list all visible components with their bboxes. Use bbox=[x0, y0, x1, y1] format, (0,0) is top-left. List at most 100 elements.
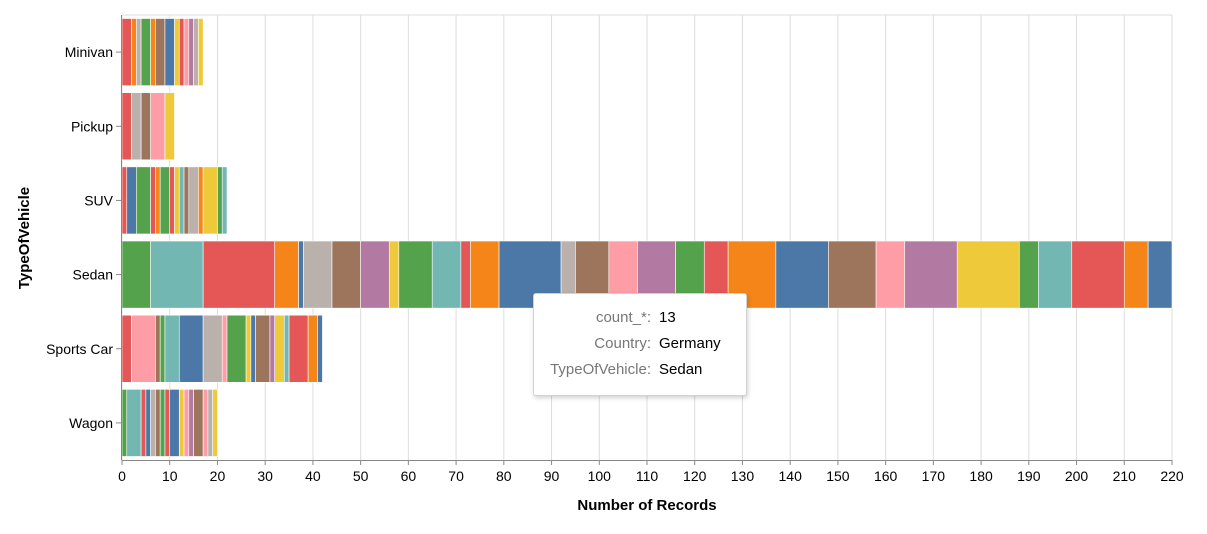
bar-segment[interactable] bbox=[460, 240, 471, 309]
bar-segment[interactable] bbox=[193, 389, 204, 457]
bar-segment[interactable] bbox=[202, 240, 276, 309]
bar-segment[interactable] bbox=[198, 18, 204, 86]
bar-segment[interactable] bbox=[317, 314, 323, 383]
bar-segment[interactable] bbox=[331, 240, 361, 309]
bar-segment[interactable] bbox=[145, 389, 151, 457]
bar-segment[interactable] bbox=[155, 166, 161, 235]
bar-segment[interactable] bbox=[221, 166, 228, 235]
bar-segment[interactable] bbox=[150, 389, 156, 457]
bar-segment[interactable] bbox=[121, 389, 128, 457]
bar-segment[interactable] bbox=[226, 314, 247, 383]
x-tick-label: 120 bbox=[683, 468, 707, 484]
bar-segment[interactable] bbox=[159, 389, 166, 457]
x-tick-label: 100 bbox=[588, 468, 612, 484]
bar-segment[interactable] bbox=[217, 166, 223, 235]
bar-segment[interactable] bbox=[283, 314, 290, 383]
bar-segment[interactable] bbox=[183, 166, 190, 235]
bar-segment[interactable] bbox=[126, 389, 142, 457]
bar-segment[interactable] bbox=[121, 314, 132, 383]
bar-segment[interactable] bbox=[121, 240, 151, 309]
bar-segment[interactable] bbox=[174, 18, 180, 86]
bar-segment[interactable] bbox=[188, 389, 194, 457]
bar-segment[interactable] bbox=[470, 240, 500, 309]
bar-segment[interactable] bbox=[202, 389, 209, 457]
bar-segment[interactable] bbox=[183, 389, 190, 457]
bar-segment[interactable] bbox=[178, 166, 185, 235]
bar-segment[interactable] bbox=[178, 389, 185, 457]
bar-segment[interactable] bbox=[121, 92, 132, 161]
bar-segment[interactable] bbox=[303, 240, 333, 309]
bar-segment[interactable] bbox=[174, 166, 180, 235]
bar-segment[interactable] bbox=[360, 240, 390, 309]
bar-segment[interactable] bbox=[875, 240, 906, 309]
bar-segment[interactable] bbox=[150, 240, 204, 309]
bar-segment[interactable] bbox=[126, 166, 137, 235]
bar-segment[interactable] bbox=[164, 92, 175, 161]
bar-segment[interactable] bbox=[169, 166, 175, 235]
y-tick-label: Sports Car bbox=[46, 341, 113, 357]
bar-segment[interactable] bbox=[904, 240, 958, 309]
bar-segment[interactable] bbox=[1147, 240, 1173, 309]
bar-segment[interactable] bbox=[188, 18, 194, 86]
bar-segment[interactable] bbox=[202, 166, 218, 235]
bar-segment[interactable] bbox=[155, 314, 161, 383]
bar-segment[interactable] bbox=[178, 314, 204, 383]
y-tick-label: Pickup bbox=[71, 118, 113, 134]
bar-segment[interactable] bbox=[212, 389, 218, 457]
bar-segment[interactable] bbox=[775, 240, 829, 309]
bar-segment[interactable] bbox=[164, 18, 175, 86]
bar-segment[interactable] bbox=[221, 314, 228, 383]
bar-segment[interactable] bbox=[1038, 240, 1073, 309]
bar-segment[interactable] bbox=[183, 18, 190, 86]
bar-segment[interactable] bbox=[1071, 240, 1125, 309]
bar-segment[interactable] bbox=[121, 166, 128, 235]
bar-segment[interactable] bbox=[1018, 240, 1039, 309]
tooltip-row-type: TypeOfVehicle: Sedan bbox=[534, 361, 746, 387]
tooltip-row-count: count_*: 13 bbox=[534, 309, 746, 335]
bar-segment[interactable] bbox=[828, 240, 877, 309]
bar-segment[interactable] bbox=[155, 389, 161, 457]
bar-segment[interactable] bbox=[198, 166, 204, 235]
y-axis-title: TypeOfVehicle bbox=[16, 187, 33, 289]
bar-segment[interactable] bbox=[159, 166, 171, 235]
bar-segment[interactable] bbox=[956, 240, 1020, 309]
bar-segment[interactable] bbox=[150, 18, 156, 86]
bar-segment[interactable] bbox=[188, 166, 199, 235]
bar-segment[interactable] bbox=[398, 240, 433, 309]
bar-segment[interactable] bbox=[150, 166, 156, 235]
bar-segment[interactable] bbox=[159, 314, 166, 383]
bar-segment[interactable] bbox=[307, 314, 318, 383]
bar-segment[interactable] bbox=[274, 240, 299, 309]
bar-segment[interactable] bbox=[164, 314, 180, 383]
bar-segment[interactable] bbox=[121, 18, 132, 86]
bar-segment[interactable] bbox=[274, 314, 285, 383]
x-tick-label: 130 bbox=[731, 468, 755, 484]
bar-segment[interactable] bbox=[298, 240, 304, 309]
bar-segment[interactable] bbox=[1123, 240, 1149, 309]
bar-segment[interactable] bbox=[136, 166, 151, 235]
bar-segment[interactable] bbox=[140, 18, 151, 86]
x-tick-label: 40 bbox=[305, 468, 321, 484]
bar-segment[interactable] bbox=[193, 18, 199, 86]
bar-segment[interactable] bbox=[131, 18, 137, 86]
bar-segment[interactable] bbox=[169, 389, 180, 457]
bar-segment[interactable] bbox=[150, 92, 166, 161]
bar-segment[interactable] bbox=[269, 314, 276, 383]
bar-segment[interactable] bbox=[250, 314, 256, 383]
bar-segment[interactable] bbox=[131, 92, 142, 161]
bar-segment[interactable] bbox=[245, 314, 252, 383]
bar-segment[interactable] bbox=[388, 240, 400, 309]
bar-segment[interactable] bbox=[136, 18, 142, 86]
bar-segment[interactable] bbox=[288, 314, 309, 383]
bar-segment[interactable] bbox=[207, 389, 213, 457]
bar-segment[interactable] bbox=[131, 314, 156, 383]
bar-segment[interactable] bbox=[140, 389, 147, 457]
bar-segment[interactable] bbox=[140, 92, 151, 161]
bar-segment[interactable] bbox=[164, 389, 171, 457]
x-tick-label: 160 bbox=[874, 468, 898, 484]
bar-segment[interactable] bbox=[431, 240, 462, 309]
bar-segment[interactable] bbox=[202, 314, 223, 383]
bar-segment[interactable] bbox=[255, 314, 271, 383]
bar-segment[interactable] bbox=[155, 18, 166, 86]
bar-segment[interactable] bbox=[178, 18, 185, 86]
